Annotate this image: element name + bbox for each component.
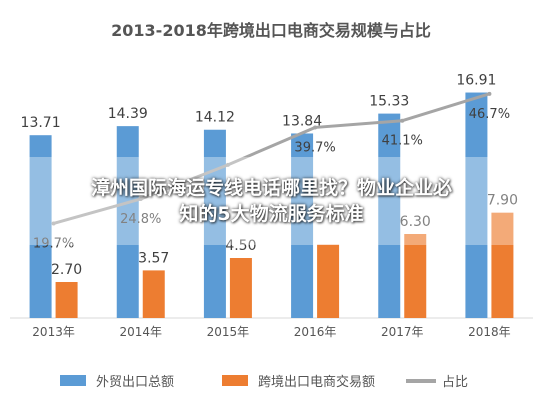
legend-swatch: [60, 375, 86, 386]
bar-value-label: 13.84: [282, 113, 322, 129]
line-layer: [51, 91, 492, 226]
bar-export-total: [116, 126, 139, 318]
bar-export-total: [378, 113, 401, 318]
bar-value-label: 7.90: [487, 193, 518, 209]
bar-export-total: [465, 92, 488, 319]
share-point: [225, 162, 230, 167]
data-labels-layer: 13.71 14.39 14.12 13.84 15.33 16.91 2.70 3.57 4.…: [21, 73, 518, 278]
share-label: 41.1%: [382, 134, 423, 149]
overlay-line-1: 漳州国际海运专线电话哪里找？物业企业必: [90, 177, 452, 199]
share-point: [313, 125, 318, 130]
bar-value-label: 2.70: [51, 262, 82, 278]
bar-value-label: 14.39: [108, 106, 148, 122]
share-label: 24.8%: [120, 212, 161, 227]
share-label: 19.7%: [33, 236, 74, 251]
share-point: [400, 118, 405, 123]
share-label: 39.7%: [294, 140, 335, 155]
bar-value-label: 4.50: [225, 238, 256, 254]
bar-ecommerce: [317, 244, 340, 318]
bar-value-label: 13.71: [21, 115, 61, 131]
x-tick-label: 2015年: [207, 325, 250, 339]
bar-value-label: 14.12: [195, 110, 235, 126]
bar-ecommerce: [491, 212, 514, 318]
bar-ecommerce: [229, 258, 252, 318]
bar-value-label: 15.33: [369, 94, 409, 110]
share-point: [51, 221, 56, 226]
x-tick-label: 2014年: [119, 325, 162, 339]
x-tick-label: 2018年: [468, 325, 511, 339]
bar-value-label: 16.91: [456, 73, 496, 89]
legend-label: 外贸出口总额: [96, 375, 174, 390]
legend-label: 占比: [442, 375, 468, 390]
share-line: [53, 92, 490, 225]
legend-label: 跨境出口电商交易额: [258, 374, 375, 390]
legend-swatch: [222, 375, 248, 386]
overlay-banner: 漳州国际海运专线电话哪里找？物业企业必 知的5大物流服务标准: [0, 157, 543, 245]
bar-ecommerce: [55, 282, 78, 318]
share-label: 46.7%: [469, 107, 510, 122]
chart-title: 2013-2018年跨境出口电商交易规模与占比: [111, 21, 431, 40]
bar-export-total: [203, 129, 226, 318]
bar-ecommerce: [142, 270, 165, 318]
overlay-line-2: 知的5大物流服务标准: [179, 203, 364, 225]
bar-export-total: [29, 135, 52, 318]
legend: 外贸出口总额 跨境出口电商交易额 占比: [60, 374, 468, 390]
share-point: [138, 196, 143, 201]
x-tick-label: 2017年: [381, 325, 424, 339]
share-point: [487, 91, 492, 96]
x-ticks-layer: 2013年 2014年 2015年 2016年 2017年 2018年: [32, 325, 510, 339]
bar-value-label: 6.30: [400, 214, 431, 230]
x-tick-label: 2016年: [294, 325, 337, 339]
bar-export-total: [291, 133, 314, 318]
bar-ecommerce: [404, 234, 427, 318]
x-tick-label: 2013年: [32, 325, 75, 339]
bar-value-label: 3.57: [138, 250, 169, 266]
bars-layer: [29, 92, 514, 319]
